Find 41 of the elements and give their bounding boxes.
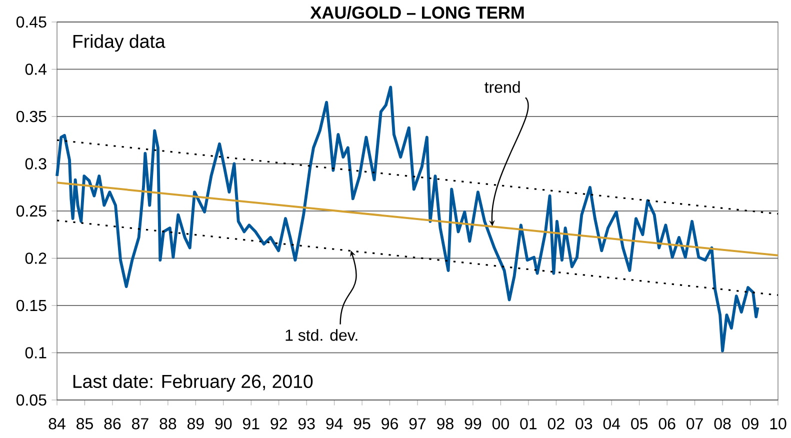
y-tick-label: 0.4 <box>25 64 47 75</box>
x-tick-label: 06 <box>658 418 676 430</box>
x-tick-label: 00 <box>492 418 509 430</box>
x-tick-label: 05 <box>631 418 648 430</box>
x-tick-label: 86 <box>104 418 121 430</box>
chart-title: XAU/GOLD – LONG TERM <box>310 6 524 19</box>
x-tick-label: 84 <box>48 418 66 430</box>
y-tick-label: 0.45 <box>16 16 46 28</box>
x-tick-label: 96 <box>382 418 398 430</box>
x-tick-label: 95 <box>354 418 370 430</box>
y-tick-label: 0.15 <box>16 300 46 312</box>
x-tick-label: 03 <box>576 418 592 430</box>
x-tick-label: 90 <box>215 418 232 430</box>
annotation: Friday data <box>73 34 166 52</box>
x-tick-label: 88 <box>160 418 176 430</box>
x-tick-label: 10 <box>770 418 786 430</box>
annotation: 1 std. dev. <box>286 329 358 341</box>
x-tick-label: 93 <box>298 418 315 430</box>
x-tick-label: 01 <box>520 418 537 430</box>
y-tick-label: 0.2 <box>25 252 46 264</box>
y-tick-label: 0.1 <box>25 347 46 358</box>
x-tick-label: 97 <box>409 418 426 430</box>
annotation: trend <box>484 81 520 93</box>
x-tick-label: 94 <box>326 418 343 430</box>
x-tick-label: 87 <box>132 418 148 430</box>
x-tick-label: 09 <box>742 418 758 430</box>
x-tick-label: 92 <box>270 418 287 430</box>
annotation: Last date: February 26, 2010 <box>73 374 313 392</box>
x-tick-label: 04 <box>603 418 620 430</box>
x-tick-label: 98 <box>437 418 454 430</box>
x-tick-label: 89 <box>187 418 204 430</box>
x-tick-label: 02 <box>548 418 564 430</box>
x-tick-label: 85 <box>76 418 93 430</box>
y-tick-label: 0.3 <box>25 158 46 170</box>
y-tick-label: 0.25 <box>16 205 46 217</box>
x-tick-label: 99 <box>464 418 482 430</box>
y-tick-label: 0.35 <box>16 110 46 122</box>
x-tick-label: 07 <box>686 418 703 430</box>
y-tick-label: 0.05 <box>16 394 46 406</box>
x-tick-label: 08 <box>714 418 731 430</box>
x-tick-label: 91 <box>242 418 260 430</box>
